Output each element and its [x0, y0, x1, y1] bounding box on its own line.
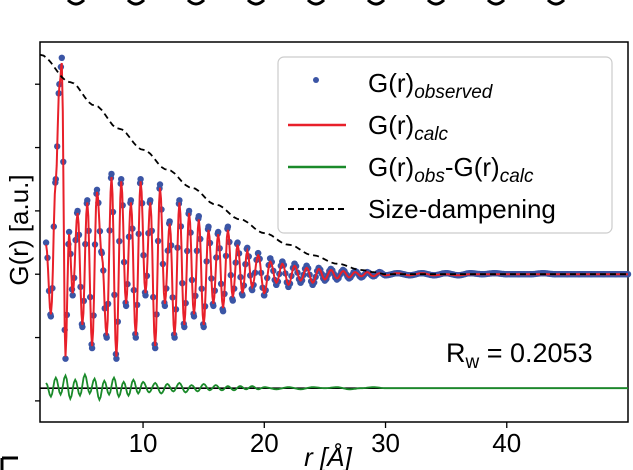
observed-point: [74, 207, 81, 215]
observed-point: [142, 292, 149, 299]
observed-point: [62, 355, 69, 362]
plot-area: [39, 41, 629, 423]
observed-point: [69, 292, 76, 299]
observed-point: [88, 344, 96, 352]
legend: G(r)observed G(r)calc G(r)obs-G(r)calc S…: [277, 56, 613, 234]
x-tick-label: 10: [129, 428, 158, 458]
observed-point: [210, 302, 217, 310]
observed-point: [215, 228, 222, 236]
series-obs-minus-calc: [40, 372, 628, 403]
x-axis-label: r [Å]: [304, 442, 352, 470]
observed-point: [255, 249, 262, 257]
observed-point: [113, 355, 120, 362]
observed-point: [171, 334, 178, 341]
diff-line: [45, 372, 628, 403]
observed-point: [229, 297, 236, 304]
observed-point: [156, 181, 164, 188]
observed-point: [224, 223, 232, 230]
observed-point: [261, 292, 268, 299]
observed-point: [205, 223, 212, 230]
legend-label-damp: Size-dampening: [368, 194, 556, 224]
observed-point: [166, 218, 173, 225]
observed-point: [239, 292, 246, 299]
observed-point: [127, 197, 135, 204]
series-size-dampening: [39, 53, 628, 276]
observed-point: [152, 344, 159, 352]
legend-box: [277, 56, 613, 234]
dampening-line: [39, 53, 628, 276]
observed-point: [42, 239, 50, 246]
observed-point: [147, 197, 154, 204]
observed-point: [190, 313, 198, 320]
y-axis-label: G(r) [a.u.]: [4, 174, 34, 285]
observed-point: [103, 334, 110, 341]
observed-point: [65, 228, 73, 236]
observed-point: [219, 308, 227, 315]
observed-point: [161, 302, 169, 310]
observed-point: [93, 186, 101, 193]
observed-point: [185, 207, 193, 215]
x-tick-label: 30: [371, 428, 400, 458]
legend-marker-observed: [313, 77, 319, 83]
observed-point: [84, 197, 91, 204]
observed-point: [47, 313, 55, 320]
observed-point: [58, 54, 65, 61]
rw-annotation: Rw = 0.2053: [446, 338, 593, 373]
cropped-top-marks: [0, 0, 566, 470]
observed-point: [200, 323, 207, 331]
observed-point: [137, 176, 144, 183]
observed-point: [249, 286, 256, 294]
observed-point: [118, 176, 125, 183]
observed-point: [176, 197, 183, 204]
observed-point: [195, 213, 202, 220]
x-tick-label: 40: [492, 428, 521, 458]
legend-label-observed: G(r)observed: [368, 68, 494, 103]
observed-point: [234, 239, 241, 246]
observed-point: [181, 323, 188, 331]
legend-label-diff: G(r)obs-G(r)calc: [368, 152, 534, 187]
observed-point: [132, 334, 139, 341]
observed-point: [79, 323, 86, 331]
x-tick-label: 20: [250, 428, 279, 458]
legend-label-calc: G(r)calc: [368, 110, 448, 145]
x-axis-ticks: 10 20 30 40: [129, 422, 521, 458]
observed-point: [108, 170, 115, 178]
observed-point: [122, 302, 130, 310]
y-axis-ticks: [35, 83, 40, 402]
